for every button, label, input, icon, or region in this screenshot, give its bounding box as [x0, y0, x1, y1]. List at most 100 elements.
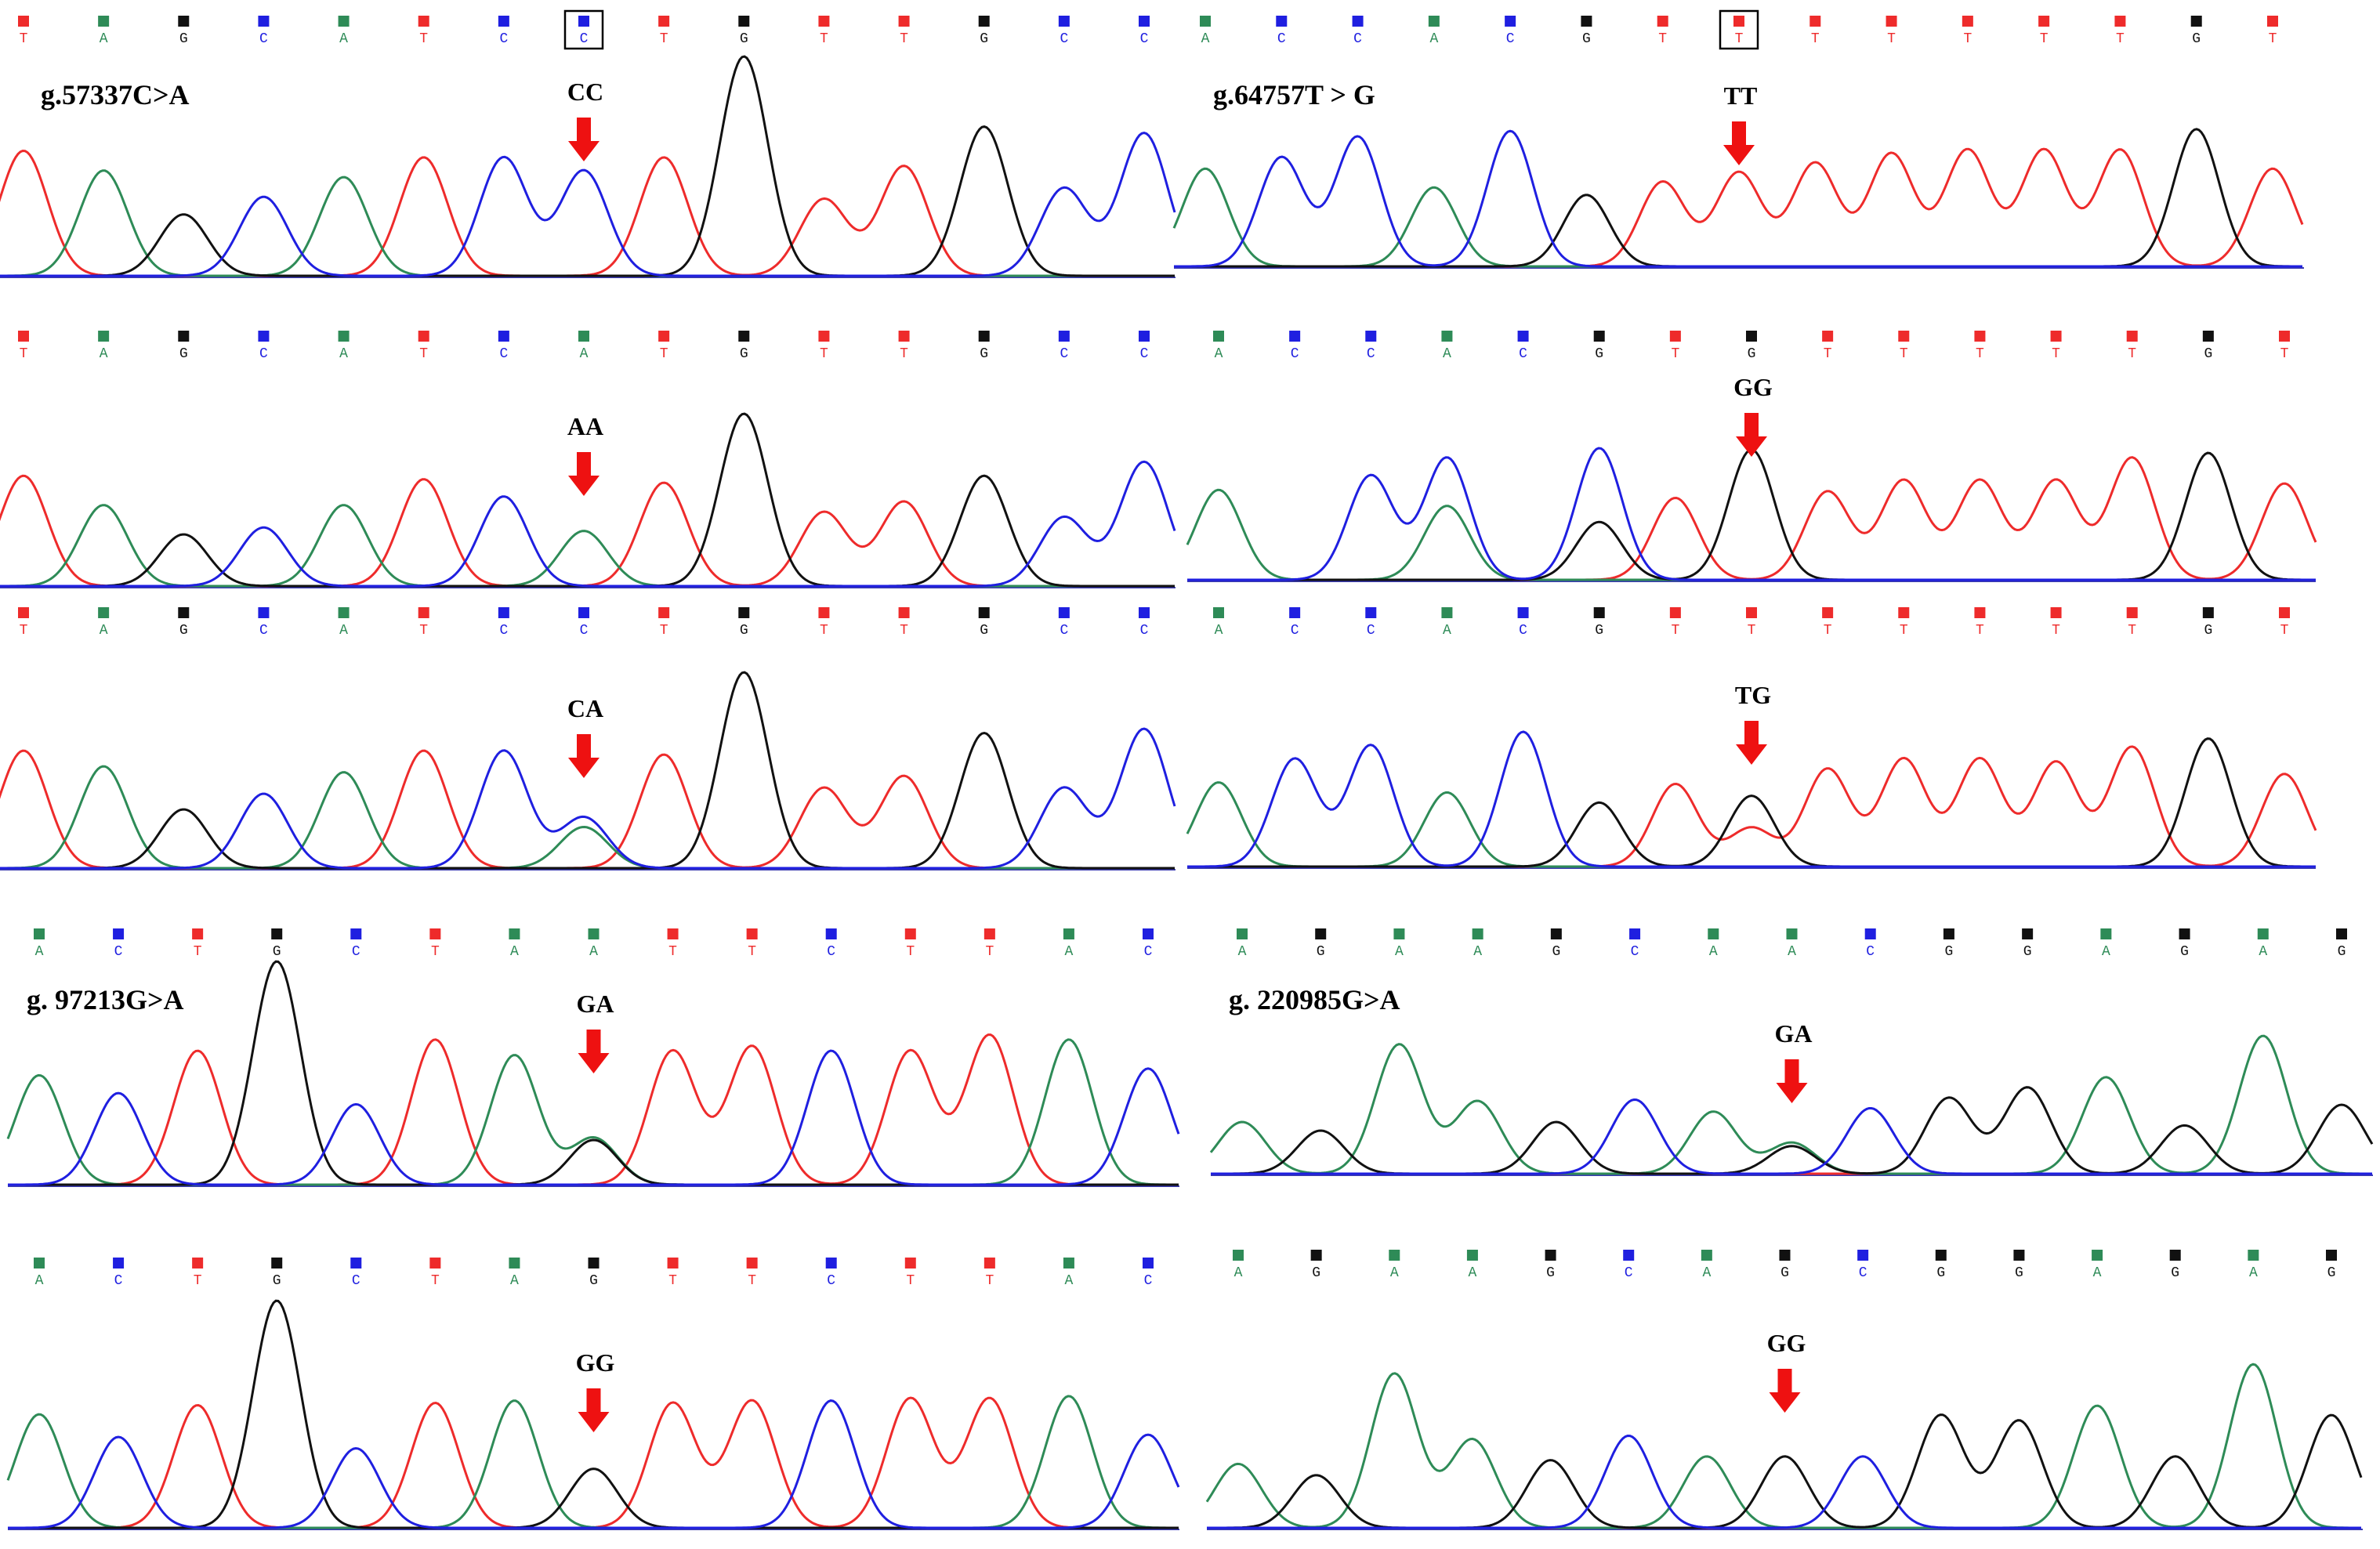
base-call-marker — [1365, 331, 1377, 342]
mutation-label: g.57337C>A — [41, 79, 190, 110]
base-call-letter: C — [1060, 31, 1068, 47]
base-call-marker — [1962, 16, 1973, 27]
red-arrow-icon — [568, 118, 600, 161]
base-call-letter: G — [273, 944, 281, 960]
base-call-marker — [978, 331, 990, 342]
base-call-letter: C — [259, 623, 268, 639]
base-call-marker — [667, 1258, 679, 1269]
trace-t — [1187, 456, 2317, 581]
base-call-letter: C — [1060, 623, 1068, 639]
base-call-letter: T — [20, 623, 28, 639]
base-call-letter: G — [980, 346, 988, 362]
base-call-marker — [34, 1258, 45, 1269]
base-call-letter: T — [20, 31, 28, 47]
base-call-marker — [2279, 331, 2290, 342]
red-arrow-icon — [578, 1030, 610, 1073]
base-call-marker — [2267, 16, 2278, 27]
base-call-marker — [509, 928, 520, 939]
base-call-marker — [1315, 928, 1327, 939]
base-call-letter: A — [1234, 1265, 1243, 1281]
base-call-letter: C — [1519, 346, 1527, 362]
base-call-marker — [350, 1258, 362, 1269]
base-call-letter: A — [1215, 623, 1223, 639]
base-call-letter: G — [179, 623, 188, 639]
base-call-marker — [588, 1258, 600, 1269]
panel-r2-right: A C C A C G T G T T T T T G T GG — [1186, 331, 2317, 582]
panel-r4-left: A C T G C T A A T T C T T A Cg. 97213G>A GA — [6, 928, 1180, 1187]
base-call-marker — [1428, 16, 1440, 27]
base-call-letter: T — [900, 346, 908, 362]
base-call-marker — [338, 331, 350, 342]
genotype-label: GG — [1733, 373, 1773, 401]
base-call-letter: T — [431, 1273, 440, 1289]
base-call-marker — [1857, 1250, 1869, 1261]
base-call-letter: T — [419, 623, 428, 639]
base-call-marker — [1623, 1250, 1635, 1261]
base-call-letter: A — [2259, 944, 2267, 960]
base-call-marker — [658, 16, 670, 27]
base-call-letter: T — [668, 944, 677, 960]
red-arrow-icon — [1736, 721, 1767, 765]
base-call-marker — [418, 331, 429, 342]
base-call-letter: A — [1065, 1273, 1074, 1289]
base-call-marker — [258, 607, 270, 618]
base-call-letter: A — [1390, 1265, 1399, 1281]
trace-t — [1174, 147, 2304, 268]
base-call-marker — [588, 928, 600, 939]
base-call-marker — [1898, 331, 1910, 342]
trace-c — [0, 132, 1176, 277]
base-call-marker — [1786, 928, 1798, 939]
mutation-label: g.64757T > G — [1213, 79, 1375, 110]
base-call-marker — [1545, 1250, 1556, 1261]
base-call-marker — [1276, 16, 1288, 27]
base-call-letter: T — [900, 31, 908, 47]
base-call-letter: T — [20, 346, 28, 362]
mutation-label: g. 220985G>A — [1229, 984, 1400, 1015]
base-call-letter: C — [580, 31, 589, 47]
trace-c — [8, 1399, 1180, 1529]
base-call-marker — [1822, 607, 1834, 618]
base-call-marker — [904, 928, 916, 939]
base-call-letter: A — [339, 346, 348, 362]
base-call-marker — [658, 607, 670, 618]
base-call-marker — [1593, 331, 1605, 342]
base-call-letter: A — [510, 944, 519, 960]
base-call-marker — [18, 16, 29, 27]
base-call-letter: T — [1824, 623, 1832, 639]
base-call-letter: C — [1367, 623, 1375, 639]
base-call-marker — [2190, 16, 2202, 27]
base-call-letter: G — [179, 31, 188, 47]
base-call-marker — [1898, 607, 1910, 618]
base-call-letter: T — [820, 31, 828, 47]
base-call-marker — [18, 331, 29, 342]
base-call-letter: A — [510, 1273, 519, 1289]
base-call-marker — [1058, 16, 1070, 27]
base-call-letter: G — [740, 346, 748, 362]
base-call-marker — [1669, 607, 1681, 618]
base-call-marker — [1517, 331, 1529, 342]
trace-c — [1211, 1098, 2372, 1175]
base-call-marker — [192, 928, 204, 939]
base-call-marker — [271, 1258, 283, 1269]
panel-r3-right: A C C A C G T T T T T T T G TTG — [1186, 607, 2317, 869]
base-call-letter: C — [352, 944, 360, 960]
trace-g — [0, 671, 1175, 870]
base-call-marker — [350, 928, 362, 939]
base-call-marker — [818, 16, 830, 27]
base-call-marker — [2179, 928, 2190, 939]
base-call-marker — [1708, 928, 1719, 939]
base-call-marker — [2279, 607, 2290, 618]
base-call-marker — [113, 1258, 125, 1269]
base-call-marker — [1139, 607, 1150, 618]
genotype-label: GA — [577, 990, 614, 1018]
base-call-marker — [1365, 607, 1377, 618]
base-call-letter: T — [1811, 31, 1820, 47]
red-arrow-icon — [1723, 121, 1755, 165]
base-call-marker — [2114, 16, 2126, 27]
base-call-letter: A — [100, 623, 108, 639]
base-call-marker — [98, 607, 110, 618]
base-call-marker — [2038, 16, 2050, 27]
base-call-marker — [1581, 16, 1592, 27]
base-call-letter: G — [1945, 944, 1954, 960]
base-call-letter: C — [1140, 623, 1149, 639]
